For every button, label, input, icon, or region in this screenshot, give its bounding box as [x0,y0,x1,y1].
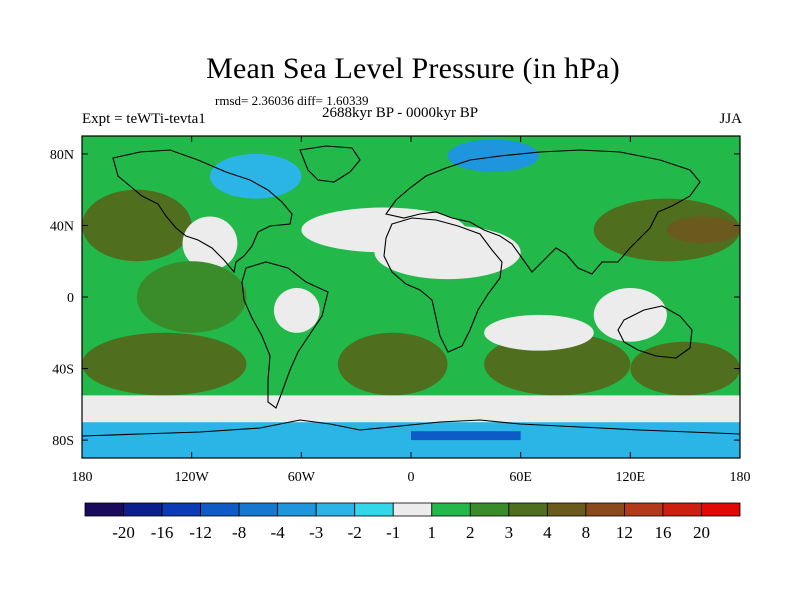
colorbar-boxes [84,502,741,517]
region-arctic-low [209,153,302,199]
period-label: 2688kyr BP - 0000kyr BP [322,105,479,121]
colorbar-box [392,502,433,517]
colorbar-box [624,502,664,517]
colorbar-box [238,502,279,517]
y-tick-label: 80S [52,434,74,449]
y-tick-label: 40N [50,219,74,234]
x-tick-label: 180 [72,470,93,485]
colorbar-label: 12 [616,523,633,542]
region-indian-ocean-neutral [484,314,594,351]
colorbar-box [161,502,201,517]
colorbar-box [84,502,124,517]
region-south-east-pacific-high [630,341,741,396]
south-america-coast [241,261,329,409]
y-tick-label: 40S [52,363,74,378]
region-antarctic-strong-low [411,431,521,441]
colorbar-box [354,502,394,517]
colorbar-box [315,502,356,517]
y-tick-label: 0 [67,291,74,306]
pressure-field [82,136,741,458]
colorbar-label: -20 [112,523,135,542]
colorbar-labels: -20 -16 -12 -8 -4 -3 -2 -1 1 2 3 4 8 12 16 20 [112,523,710,542]
x-tick-label: 0 [408,470,415,485]
colorbar-box [585,502,625,517]
colorbar-label: 16 [654,523,671,542]
stats-text: rmsd= 2.36036 diff= 1.60339 [215,93,369,108]
colorbar-box [508,502,548,517]
colorbar-box [277,502,317,517]
eurasia-coast [385,149,701,275]
antarctica-coast [81,419,741,437]
colorbar-label: -12 [189,523,212,542]
colorbar-box [123,502,163,517]
colorbar-box [200,502,240,517]
colorbar-label: 3 [505,523,514,542]
colorbar-label: -16 [151,523,174,542]
colorbar-box [431,502,471,517]
season-label: JJA [719,111,742,127]
coastlines [81,145,741,437]
colorbar-label: 2 [466,523,475,542]
region-siberia-low [447,139,539,172]
greenland-coast [299,145,361,183]
experiment-label: Expt = teWTi-tevta1 [82,111,206,127]
region-tropical-east-pacific [136,261,247,333]
colorbar-label: 4 [543,523,552,542]
africa-coast [383,217,503,353]
x-tick-label: 120W [175,470,210,485]
map-axes: 180 120W 60W 0 60E 120E 180 80N 40N 0 40S 80S [50,136,751,485]
region-south-pacific-high [82,332,247,396]
colorbar-label: -3 [309,523,323,542]
x-tick-label: 180 [730,470,751,485]
x-tick-label: 120E [616,470,646,485]
region-amazon-neutral [273,288,320,333]
region-australia-neutral [593,288,667,342]
australia-coast [617,305,693,359]
colorbar-label: -2 [348,523,362,542]
y-tick-label: 80N [50,148,74,163]
colorbar-box [662,502,702,517]
region-north-pacific-high [82,189,192,262]
colorbar-label: 20 [693,523,710,542]
colorbar-box [469,502,510,517]
chart-title: Mean Sea Level Pressure (in hPa) [206,52,620,85]
x-tick-label: 60W [288,470,316,485]
region-southern-ocean-neutral [82,395,740,426]
region-east-pacific-neutral [182,216,238,271]
north-america-coast [112,149,293,274]
colorbar-box [701,502,741,517]
region-north-pacific-warm [666,216,740,244]
colorbar-label: -1 [386,523,400,542]
colorbar-label: -8 [232,523,246,542]
colorbar-label: 1 [428,523,437,542]
colorbar-label: -4 [271,523,286,542]
x-tick-label: 60E [509,470,532,485]
colorbar-box [546,502,587,517]
region-south-atlantic-high [337,332,448,396]
colorbar-label: 8 [582,523,591,542]
